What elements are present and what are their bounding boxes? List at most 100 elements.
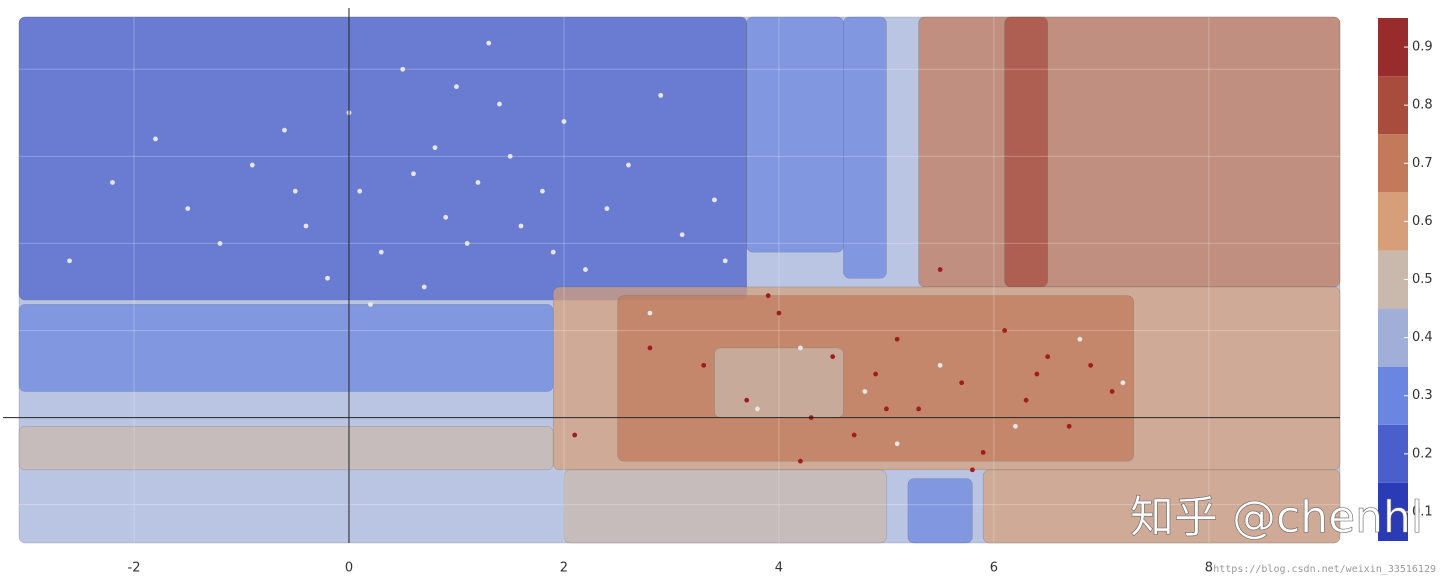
scatter-point (292, 188, 298, 194)
colorbar-tick-label: 0.9 (1412, 40, 1433, 55)
watermark: 知乎 @chenhl (1130, 492, 1423, 543)
scatter-point (873, 371, 879, 377)
scatter-point (701, 362, 707, 368)
scatter-point (67, 258, 72, 264)
colorbar-band (1378, 308, 1408, 367)
colorbar-tick-label: 0.5 (1412, 272, 1433, 287)
axes-layer: -2 0 2 4 6 8 0.1 0.2 0.3 0.4 0.5 0.6 0.7 0.8 0.9 (3, 8, 1433, 576)
scatter-point (755, 406, 760, 412)
x-tick-label: 8 (1205, 561, 1213, 576)
colorbar-band (1378, 134, 1408, 193)
scatter-point (464, 241, 470, 246)
colorbar-band (1378, 192, 1408, 251)
scatter-point (959, 380, 965, 386)
colorbar-tick-label: 0.6 (1412, 214, 1433, 229)
x-tick-label: 4 (775, 561, 783, 576)
scatter-point (400, 66, 406, 72)
scatter-point (561, 119, 567, 124)
scatter-point (894, 441, 900, 447)
colorbar-band (1378, 424, 1408, 483)
scatter-point (368, 301, 373, 307)
scatter-point (1088, 362, 1094, 368)
scatter-point (475, 180, 481, 185)
scatter-point (432, 145, 438, 151)
scatter-point (647, 345, 653, 351)
scatter-point (798, 345, 803, 351)
scatter-point (486, 40, 492, 46)
contour-region (617, 295, 1134, 462)
scatter-point (776, 310, 782, 316)
scatter-point (153, 136, 158, 142)
x-tick-label: 6 (990, 561, 998, 576)
scatter-point (411, 171, 416, 177)
scatter-point (884, 406, 889, 412)
contour-region (18, 16, 747, 301)
scatter-point (658, 92, 664, 98)
colorbar-tick-label: 0.1 (1412, 504, 1433, 519)
colorbar-band (1378, 366, 1408, 425)
contour-region (982, 469, 1341, 544)
scatter-point (507, 153, 513, 159)
scatter-point (894, 336, 900, 342)
scatter-point (185, 206, 191, 211)
scatter-point (303, 223, 309, 229)
scatter-point (572, 432, 578, 438)
scatter-point (550, 249, 556, 255)
scatter-point (830, 354, 836, 360)
scatter-point (647, 310, 653, 316)
scatter-layer (67, 40, 1126, 473)
contour-region (1004, 16, 1048, 288)
scatter-point (1012, 423, 1018, 429)
scatter-point (454, 84, 459, 90)
scatter-point (722, 258, 728, 264)
scatter-point (1066, 423, 1072, 429)
scatter-point (851, 432, 857, 438)
scatter-point (712, 197, 717, 203)
contour-region (907, 478, 973, 544)
scatter-point (980, 450, 986, 455)
scatter-point (1034, 371, 1040, 377)
scatter-point (583, 267, 588, 272)
scatter-point (249, 162, 255, 168)
scatter-point (540, 188, 545, 194)
contour-region (843, 16, 887, 279)
colorbar-band (1378, 482, 1408, 541)
scatter-point (1023, 397, 1029, 403)
colorbar-band (1378, 76, 1408, 135)
scatter-point (443, 214, 449, 220)
scatter-point (862, 389, 868, 394)
contour-region (563, 469, 887, 544)
contour-region (918, 16, 1341, 288)
scatter-point (1002, 328, 1008, 333)
x-tick-label: 2 (560, 561, 568, 576)
scatter-point (217, 241, 223, 246)
scatter-point (282, 127, 287, 133)
scatter-point (744, 397, 750, 403)
scatter-point (916, 406, 922, 412)
scatter-point (518, 223, 524, 229)
scatter-point (325, 275, 330, 281)
scatter-point (1077, 336, 1083, 342)
scatter-point (626, 162, 631, 168)
scatter-point (604, 206, 610, 211)
scatter-point (421, 284, 427, 290)
scatter-point (357, 188, 363, 194)
scatter-point (937, 362, 943, 368)
colorbar-tick-label: 0.2 (1412, 446, 1433, 461)
colorbar-tick-label: 0.8 (1412, 98, 1433, 113)
contour-region (18, 426, 554, 471)
scatter-point (1109, 389, 1115, 394)
scatter-point (1045, 354, 1051, 360)
scatter-point (969, 467, 975, 473)
contour-region (746, 16, 844, 253)
scatter-point (937, 267, 943, 272)
colorbar-band (1378, 18, 1408, 77)
contour-layer (18, 16, 1341, 544)
contour-region (18, 304, 554, 392)
scatter-point (1120, 380, 1126, 386)
colorbar-tick-label: 0.4 (1412, 330, 1433, 345)
colorbar-band (1378, 250, 1408, 309)
scatter-point (679, 232, 685, 238)
scatter-point (497, 101, 502, 107)
scatter-point (798, 458, 803, 464)
